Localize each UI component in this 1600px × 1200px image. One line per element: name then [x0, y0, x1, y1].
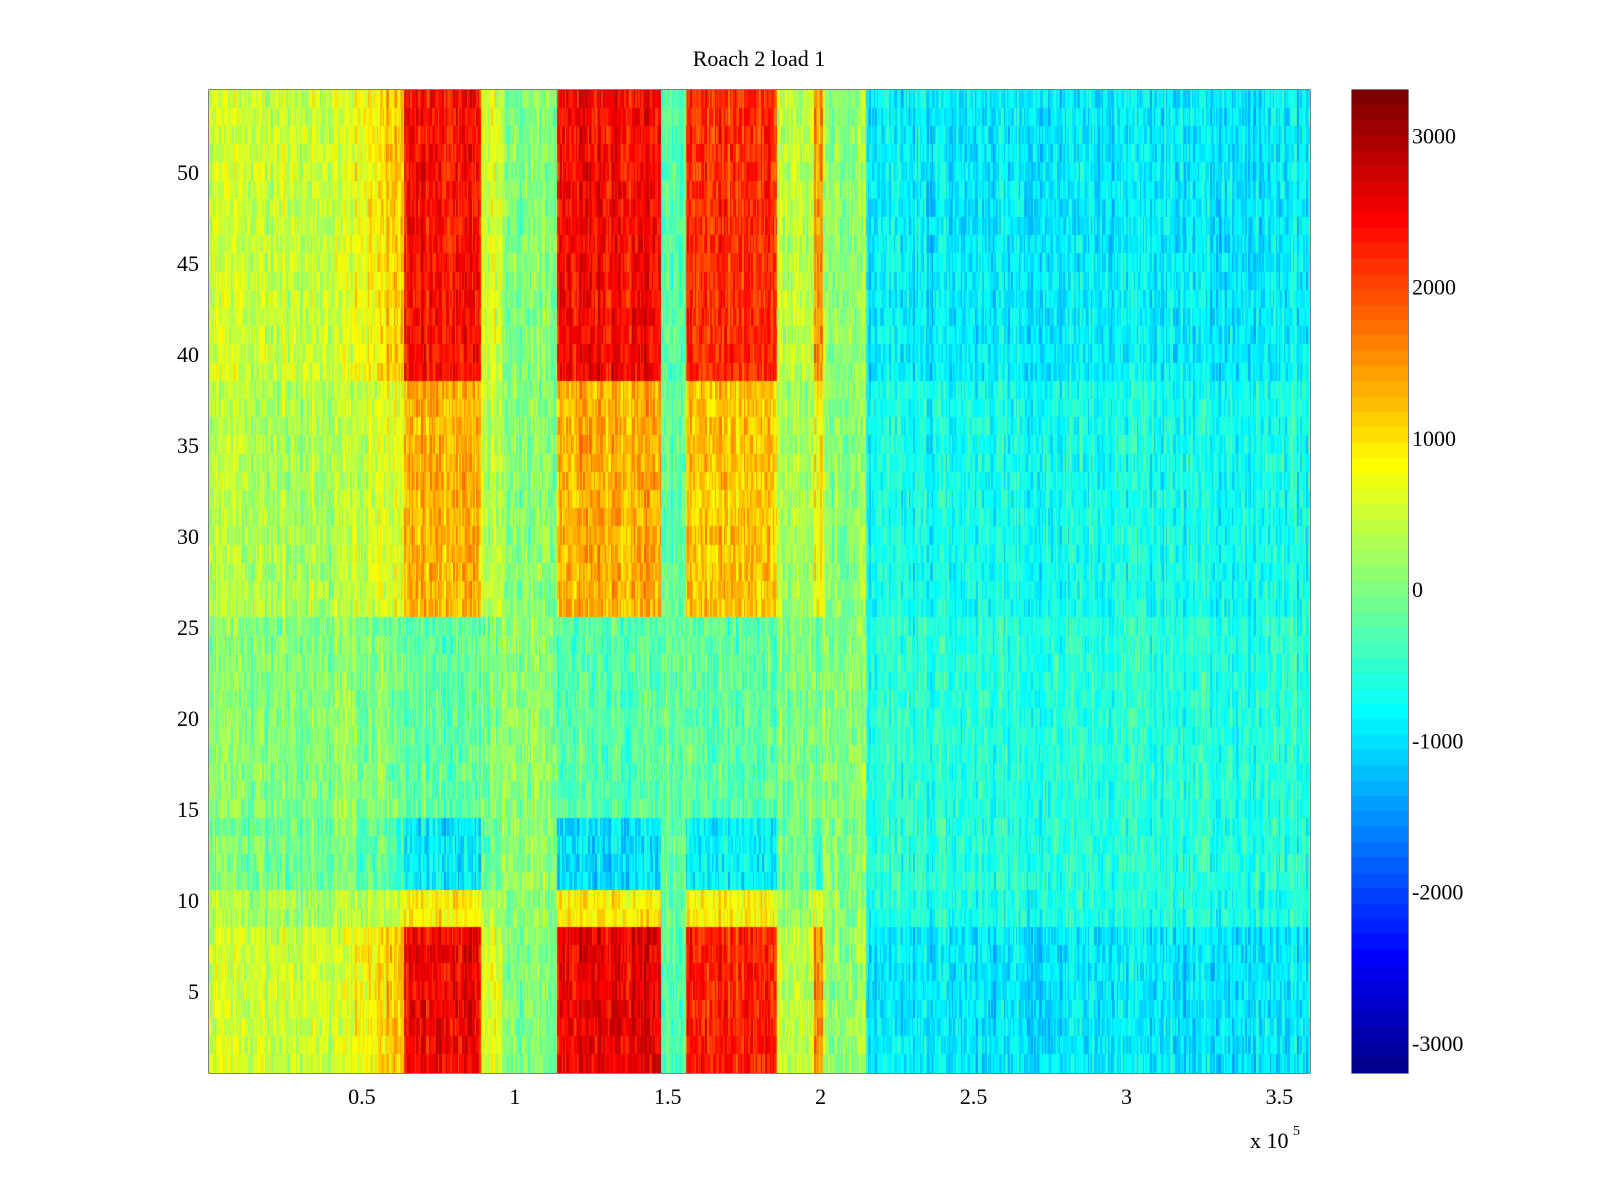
chart-title: Roach 2 load 1 [693, 46, 826, 71]
x-exponent-power: 5 [1293, 1124, 1300, 1139]
colorbar-gradient [1352, 90, 1408, 1073]
y-tick-label: 40 [177, 342, 199, 367]
y-tick-label: 20 [177, 706, 199, 731]
x-tick-label: 2 [815, 1084, 826, 1109]
x-tick-label: 1 [509, 1084, 520, 1109]
x-tick-label: 0.5 [348, 1084, 376, 1109]
x-tick-label: 1.5 [654, 1084, 682, 1109]
x-tick-label: 3 [1121, 1084, 1132, 1109]
y-tick-label: 10 [177, 888, 199, 913]
y-tick-label: 25 [177, 615, 199, 640]
colorbar-tick-label: 3000 [1412, 123, 1456, 148]
y-tick-label: 5 [188, 979, 199, 1004]
y-tick-label: 50 [177, 160, 199, 185]
x-tick-label: 2.5 [960, 1084, 988, 1109]
colorbar-tick-label: -1000 [1412, 728, 1463, 753]
colorbar-tick-label: 2000 [1412, 275, 1456, 300]
colorbar-tick-label: -2000 [1412, 880, 1463, 905]
colorbar-tick-label: 0 [1412, 577, 1423, 602]
heatmap-plot-area [209, 90, 1310, 1073]
y-axis-ticks: 5 10 15 20 25 30 35 40 45 50 [177, 160, 1310, 1004]
y-tick-label: 30 [177, 524, 199, 549]
colorbar-tick-label: -3000 [1412, 1031, 1463, 1056]
x-axis-exponent: x 10 5 [1250, 1124, 1300, 1153]
y-tick-label: 45 [177, 251, 199, 276]
y-tick-label: 15 [177, 797, 199, 822]
colorbar-tick-label: 1000 [1412, 426, 1456, 451]
colorbar-ticks: 3000 2000 1000 0 -1000 -2000 -3000 [1352, 123, 1463, 1056]
y-tick-label: 35 [177, 433, 199, 458]
x-exponent-base: x 10 [1250, 1128, 1289, 1153]
x-tick-label: 3.5 [1266, 1084, 1294, 1109]
